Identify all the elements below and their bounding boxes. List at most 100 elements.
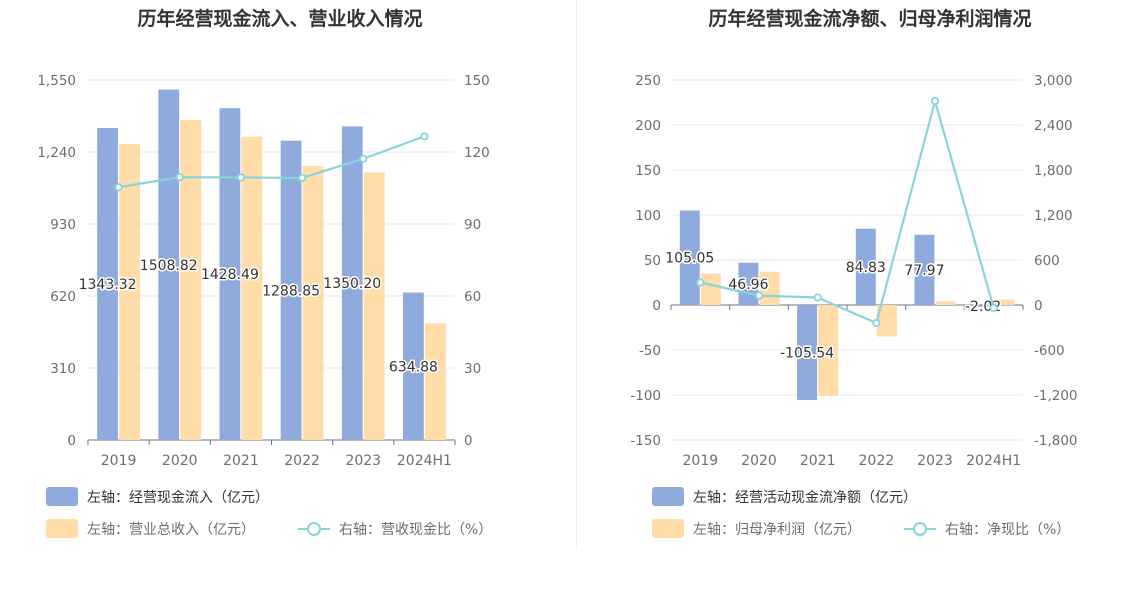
x-axis-category-label: 2019 <box>101 453 137 469</box>
ratio-line-point <box>754 291 764 300</box>
blue-bar <box>403 292 424 440</box>
ratio-line-point <box>359 154 368 163</box>
left-axis-tick-label: -100 <box>630 388 661 404</box>
orange-bar <box>425 323 446 440</box>
x-axis-category-label: 2020 <box>162 453 198 469</box>
legend-label: 右轴：营收现金比（%） <box>339 522 492 538</box>
legend-line-marker <box>307 522 321 536</box>
orange-bar <box>818 305 839 396</box>
left-axis-tick-label: 1,550 <box>37 73 76 89</box>
left-axis-tick-label: 0 <box>67 433 76 449</box>
left-axis-tick-label: 100 <box>635 208 661 224</box>
x-axis-category-label: 2021 <box>800 453 836 469</box>
bar-data-label: 1288.85 <box>262 283 320 299</box>
x-axis-category-label: 2019 <box>683 453 719 469</box>
left-axis-tick-label: 200 <box>635 118 661 134</box>
x-axis-category-label: 2024H1 <box>397 453 452 469</box>
legend-label: 左轴：经营现金流入（亿元） <box>87 490 269 506</box>
ratio-line-point <box>420 132 429 141</box>
right-axis-tick-label: 1,200 <box>1034 208 1073 224</box>
right-axis-tick-label: 0 <box>1034 298 1043 314</box>
x-axis-category-label: 2022 <box>859 453 895 469</box>
legend-label: 左轴：经营活动现金流净额（亿元） <box>693 490 917 506</box>
x-axis-category-label: 2023 <box>345 453 381 469</box>
ratio-line <box>118 135 425 189</box>
ratio-line-point <box>175 173 184 182</box>
chart-title: 历年经营现金流净额、归母净利润情况 <box>708 7 1031 30</box>
orange-bar <box>876 305 897 337</box>
orange-bar <box>241 136 263 441</box>
right-axis-tick-label: 30 <box>464 361 481 377</box>
right-axis-tick-label: 1,800 <box>1034 163 1073 179</box>
bar-data-label: 1343.32 <box>79 277 137 293</box>
blue-bar <box>797 305 818 400</box>
x-axis-category-label: 2021 <box>223 453 259 469</box>
left-axis-tick-label: 930 <box>50 217 76 233</box>
bar-data-label: 1508.82 <box>140 258 198 274</box>
legend-swatch <box>46 519 78 538</box>
bar-data-label: 77.97 <box>904 263 944 279</box>
right-axis-tick-label: -1,800 <box>1034 433 1078 449</box>
right-axis-tick-label: 90 <box>464 217 481 233</box>
legend-line-marker <box>913 522 927 536</box>
blue-bar <box>219 108 241 440</box>
right-axis-tick-label: 0 <box>464 433 473 449</box>
left-axis-tick-label: 50 <box>644 253 661 269</box>
ratio-line-point <box>813 293 822 302</box>
left-axis-tick-label: 620 <box>50 289 76 305</box>
right-axis-tick-label: 60 <box>464 289 481 305</box>
bar-data-label: 46.96 <box>728 277 768 293</box>
ratio-line-point <box>872 318 881 328</box>
chart-title: 历年经营现金流入、营业收入情况 <box>137 7 422 30</box>
blue-bar <box>855 228 876 305</box>
left-axis-tick-label: -50 <box>639 343 661 359</box>
chart-panel-2: 历年经营现金流净额、归母净利润情况 -150 -1,800 -100 -1,200 -50… <box>630 7 1078 538</box>
orange-bar <box>935 301 956 305</box>
left-axis-tick-label: 0 <box>652 298 661 314</box>
orange-bar <box>700 273 721 305</box>
left-axis-tick-label: -150 <box>630 433 661 449</box>
legend-swatch <box>46 487 78 506</box>
right-axis-tick-label: -600 <box>1034 343 1065 359</box>
ratio-line-point <box>989 303 998 313</box>
chart-panel-1: 历年经营现金流入、营业收入情况 0 0 310 30 620 60 930 90 1,240 120… <box>37 7 492 538</box>
legend-label: 左轴：归母净利润（亿元） <box>693 521 861 538</box>
orange-bar <box>180 119 202 440</box>
bar-data-label: 1428.49 <box>201 267 259 283</box>
x-axis-category-label: 2020 <box>741 453 777 469</box>
blue-bar <box>97 128 118 440</box>
left-axis-tick-label: 1,240 <box>37 145 76 161</box>
right-axis-tick-label: 120 <box>464 145 490 161</box>
bar-data-label: -105.54 <box>780 345 834 361</box>
right-axis-tick-label: 3,000 <box>1034 73 1073 89</box>
blue-bar <box>679 210 700 305</box>
legend-swatch <box>652 519 684 538</box>
right-axis-tick-label: 150 <box>464 73 490 89</box>
x-axis-category-label: 2024H1 <box>966 453 1021 469</box>
left-axis-tick-label: 150 <box>635 163 661 179</box>
legend-swatch <box>652 487 684 506</box>
left-axis-tick-label: 310 <box>50 361 76 377</box>
x-axis-category-label: 2023 <box>917 453 953 469</box>
orange-bar <box>363 172 385 440</box>
left-axis-tick-label: 250 <box>635 73 661 89</box>
right-axis-tick-label: -1,200 <box>1034 388 1078 404</box>
ratio-line-point <box>114 183 123 192</box>
ratio-line-point <box>696 278 705 287</box>
blue-bar <box>341 126 363 441</box>
ratio-line-point <box>236 173 246 182</box>
right-axis-tick-label: 2,400 <box>1034 118 1073 134</box>
bar-data-label: 84.83 <box>846 260 886 276</box>
orange-bar <box>994 299 1015 305</box>
ratio-line-point <box>930 96 940 106</box>
ratio-line-point <box>297 173 307 183</box>
blue-bar <box>973 305 994 307</box>
x-axis-category-label: 2022 <box>284 453 320 469</box>
ratio-line <box>700 99 995 325</box>
right-axis-tick-label: 600 <box>1034 253 1060 269</box>
orange-bar <box>119 143 140 440</box>
orange-bar <box>302 165 324 440</box>
bar-data-label: 105.05 <box>665 251 714 267</box>
